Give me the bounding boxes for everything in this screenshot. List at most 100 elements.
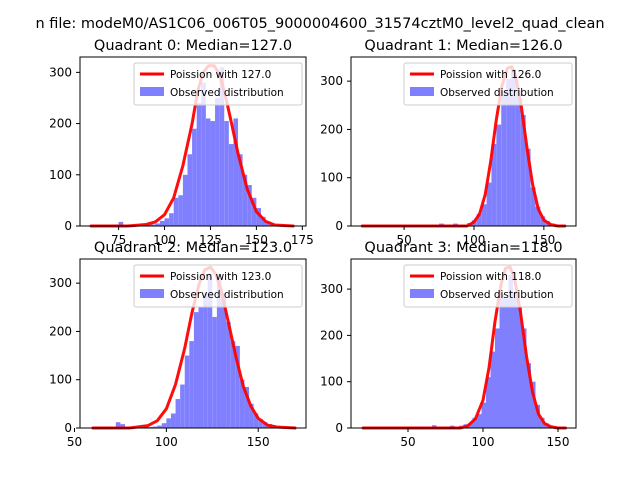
figure-title: n file: modeM0/AS1C06_006T05_9000004600_…	[35, 16, 604, 32]
histogram-bar	[481, 402, 486, 428]
y-tick-label: 300	[49, 65, 72, 79]
y-tick-label: 0	[64, 219, 72, 233]
histogram-bar	[146, 224, 151, 226]
histogram-bar	[203, 292, 208, 428]
histogram-bar	[230, 341, 236, 428]
panel-title: Quadrant 3: Median=118.0	[364, 240, 562, 256]
legend-box	[133, 264, 303, 308]
histogram-bar	[205, 118, 211, 226]
x-tick-label: 150	[245, 233, 268, 247]
histogram-bar	[193, 312, 199, 428]
histogram-bar	[228, 144, 234, 226]
histogram-bar	[260, 216, 266, 226]
histogram-bar	[150, 224, 156, 226]
legend-hist-swatch	[410, 87, 434, 96]
legend-hist-swatch	[410, 289, 434, 298]
legend-box	[403, 62, 573, 106]
histogram-bar	[256, 208, 261, 226]
histogram-bar	[265, 221, 271, 226]
legend-fit-label: Poission with 126.0	[440, 69, 541, 81]
histogram-bar	[504, 298, 509, 428]
histogram-bar	[249, 403, 254, 428]
y-tick-label: 300	[320, 282, 343, 296]
legend-hist-label: Observed distribution	[440, 289, 554, 301]
histogram-bar	[219, 67, 225, 226]
panel-quadrant-1: 50 100 150 0 100 200 300 Quadrant 1: Median=126…	[320, 38, 577, 247]
histogram-bar	[159, 220, 165, 226]
histogram-bar	[506, 78, 512, 226]
histogram-bar	[522, 328, 527, 428]
histogram-bar	[201, 82, 206, 226]
histogram-bar	[486, 377, 491, 428]
histogram-bar	[210, 121, 216, 226]
panel-quadrant-0: 75 100 125 150 175 0 100 200 300 Quadrant 0: Medi…	[49, 38, 314, 247]
x-tick-label: 50	[67, 435, 82, 449]
histogram-bar	[164, 218, 170, 226]
x-tick-label: 150	[547, 435, 570, 449]
legend-fit-label: Poission with 118.0	[440, 271, 541, 283]
panel-title: Quadrant 2: Median=123.0	[94, 240, 292, 256]
y-tick-label: 200	[49, 324, 72, 338]
panel-quadrant-3: 50 100 150 0 100 200 300 Quadrant 3: Median=118…	[320, 240, 577, 449]
histogram-bar	[258, 419, 263, 428]
histogram-bar	[169, 213, 174, 226]
histogram-bar	[476, 213, 482, 226]
histogram-bar	[242, 174, 248, 226]
histogram-bar	[166, 418, 171, 428]
histogram-bar	[224, 121, 229, 226]
axes-frame	[79, 56, 307, 227]
y-tick-label: 100	[320, 375, 343, 389]
histogram-bar	[221, 292, 227, 428]
axes-frame	[350, 258, 577, 429]
legend-fit-label: Poission with 123.0	[170, 271, 271, 283]
histogram-bar	[235, 345, 240, 428]
histogram-bar	[508, 275, 513, 428]
histogram-bar	[196, 103, 202, 226]
histogram-bar	[170, 413, 176, 428]
histogram-bar	[472, 417, 477, 428]
histogram-bar	[496, 124, 502, 226]
histogram-bar	[513, 293, 518, 428]
histogram-bar	[531, 381, 536, 428]
x-tick-label: 175	[291, 233, 314, 247]
histogram-bar	[517, 307, 522, 428]
histogram-bar	[198, 307, 204, 428]
histogram-bar	[215, 97, 220, 226]
histogram-bar	[184, 355, 190, 428]
axes-frame	[350, 56, 577, 227]
panels-container: 75 100 125 150 175 0 100 200 300 Quadrant 0: Medi…	[49, 38, 577, 449]
histogram-bar	[216, 273, 222, 428]
x-tick-label: 100	[472, 435, 495, 449]
histogram-bar	[535, 206, 541, 226]
histogram-bar	[182, 174, 188, 226]
histogram-bar	[511, 69, 516, 226]
legend-hist-label: Observed distribution	[170, 87, 284, 99]
histogram-bar	[251, 197, 257, 226]
y-tick-label: 200	[320, 328, 343, 342]
histogram-bar	[490, 351, 495, 428]
histogram-bar	[239, 379, 245, 428]
histogram-bar	[247, 185, 252, 226]
y-tick-label: 300	[49, 276, 72, 290]
legend-box	[133, 62, 303, 106]
histogram-bar	[157, 425, 162, 428]
histogram-bar	[189, 341, 194, 428]
y-tick-label: 100	[49, 373, 72, 387]
legend-hist-label: Observed distribution	[440, 87, 554, 99]
histogram-bar	[180, 384, 185, 428]
x-tick-label: 75	[111, 233, 126, 247]
x-tick-label: 50	[400, 435, 415, 449]
histogram-bar	[161, 423, 167, 428]
histogram-bar	[540, 417, 545, 428]
legend-hist-swatch	[140, 87, 164, 96]
histogram-bar	[495, 328, 500, 428]
x-tick-label: 100	[463, 233, 486, 247]
legend-hist-label: Observed distribution	[170, 289, 284, 301]
histogram-bar	[499, 293, 504, 428]
legend-box	[403, 264, 573, 308]
histogram-bar	[525, 148, 531, 226]
histogram-bar	[520, 114, 526, 226]
y-tick-label: 100	[320, 171, 343, 185]
histogram-bar	[226, 321, 231, 428]
